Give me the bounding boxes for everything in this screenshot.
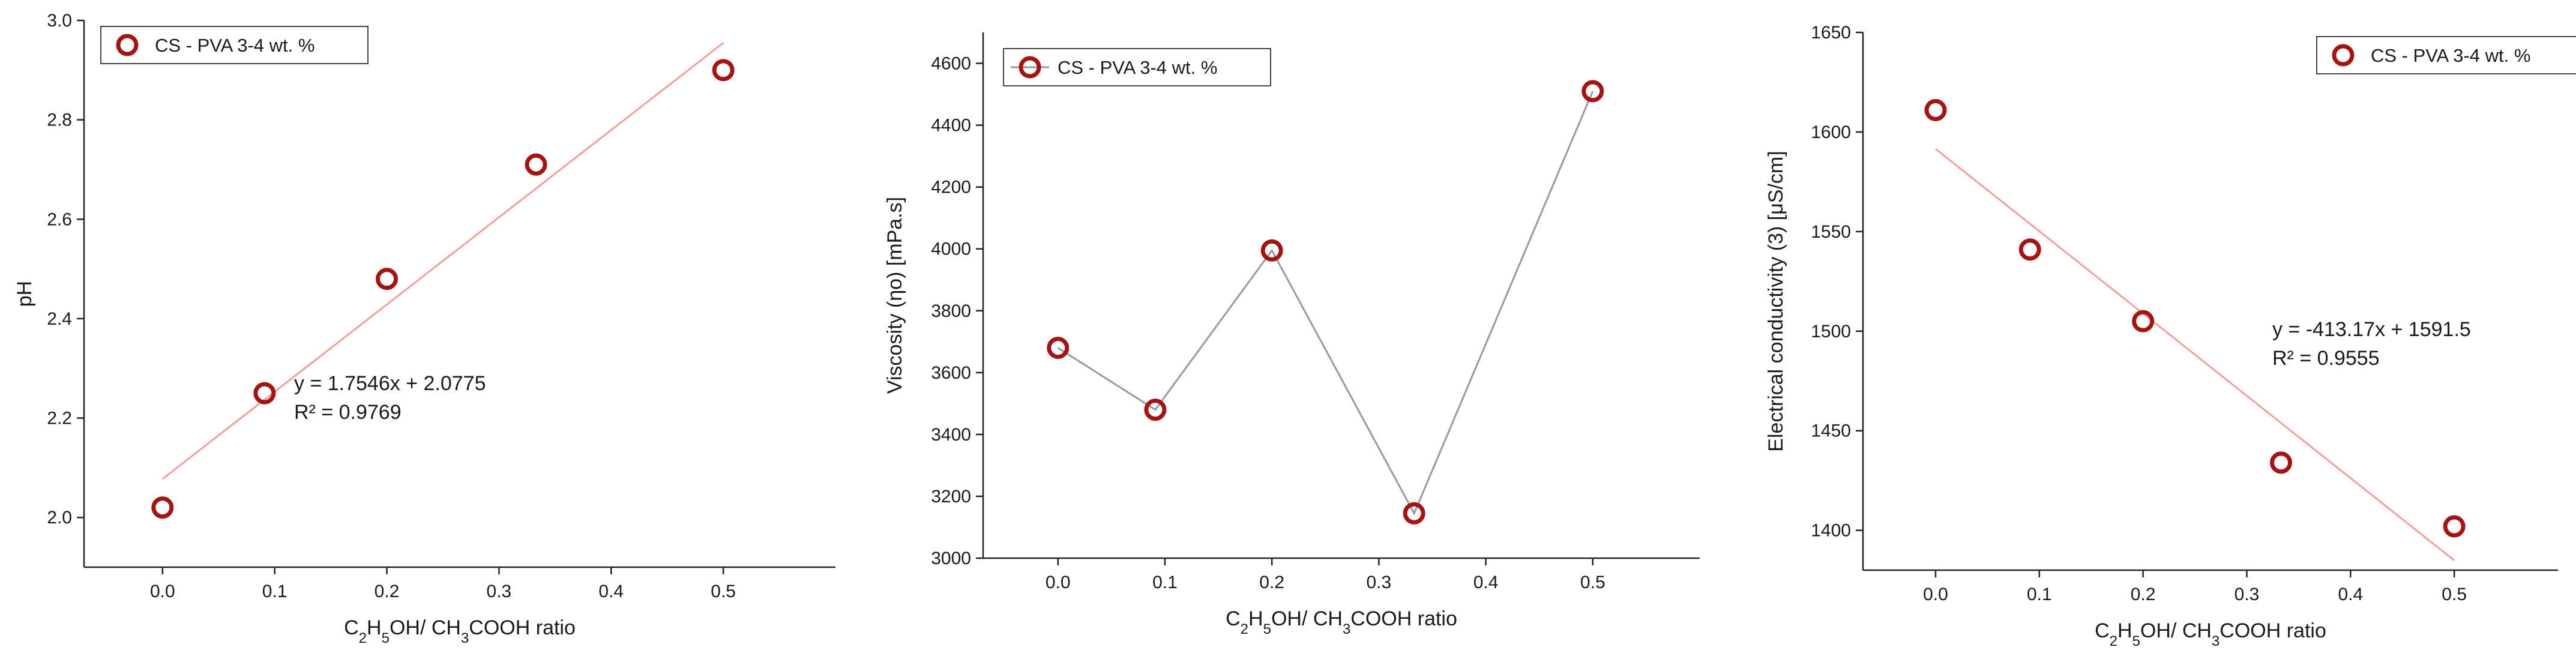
y-tick-label: 2.2 [47,409,72,429]
y-tick-label: 4600 [931,54,971,74]
x-tick-label: 0.2 [375,582,400,601]
x-tick-label: 0.1 [2027,585,2052,604]
legend-marker [1019,56,1041,79]
y-axis-title: pH [13,281,36,307]
fit-equation: y = 1.7546x + 2.0775 [294,372,486,395]
data-point [2018,238,2041,261]
x-tick-label: 0.3 [487,582,512,601]
y-tick-label: 1600 [1811,122,1851,142]
x-tick-label: 0.3 [2234,585,2260,604]
data-point [1047,337,1070,360]
x-tick-label: 0.4 [598,582,624,601]
data-point [2443,515,2466,538]
y-tick-label: 4200 [931,178,971,197]
data-point [1403,502,1425,525]
viscosity-chart-svg: 0.0 0.1 0.2 0.3 0.4 0.5 3000 3200 3400 3600 3800 40… [883,32,1700,637]
x-tick-label: 0.3 [1367,573,1392,592]
data-point [376,268,399,290]
y-tick-label: 1500 [1811,322,1851,342]
data-point [712,59,735,82]
x-tick-label: 0.5 [1580,573,1605,592]
conductivity-chart-svg: 0.0 0.1 0.2 0.3 0.4 0.5 1400 1450 1500 1550 1600 16… [1765,23,2576,649]
fit-r-squared: R² = 0.9769 [294,401,402,424]
x-tick-label: 0.0 [1923,585,1948,604]
data-point [151,496,174,519]
fit-equation: y = -413.17x + 1591.5 [2272,318,2471,341]
x-axis-title: C2H5OH/ CH3COOH ratio [344,616,576,646]
x-tick-label: 0.0 [150,582,175,601]
data-point [1144,399,1167,421]
y-tick-label: 4400 [931,116,971,136]
y-tick-label: 2.4 [47,309,72,329]
fit-r-squared: R² = 0.9555 [2272,347,2380,370]
x-tick-label: 0.0 [1046,573,1071,592]
data-point [1581,80,1604,103]
y-tick-label: 1400 [1811,521,1851,541]
data-point [1260,239,1283,262]
legend-label: CS - PVA 3-4 wt. % [2371,45,2530,66]
y-axis-title: Viscosity (ηο) [mPa.s] [883,197,906,394]
ph-chart: 0.0 0.1 0.2 0.3 0.4 0.5 2.0 2.2 2.4 2.6 2.8 3.0 C2H5… [0,0,852,662]
trend-line [1935,148,2455,561]
legend-marker [2332,44,2355,67]
x-tick-label: 0.1 [262,582,287,601]
y-tick-label: 3000 [931,549,971,568]
data-point [1924,98,1947,121]
viscosity-chart: 0.0 0.1 0.2 0.3 0.4 0.5 3000 3200 3400 3600 3800 40… [864,0,1717,662]
y-tick-label: 3400 [931,425,971,445]
data-point [253,382,276,405]
legend-marker [116,34,139,56]
y-tick-label: 3800 [931,301,971,321]
x-axis-title: C2H5OH/ CH3COOH ratio [2095,619,2326,649]
x-tick-label: 0.2 [2131,585,2156,604]
y-tick-label: 2.6 [47,209,72,229]
x-tick-label: 0.4 [2338,585,2363,604]
legend-box [2316,36,2576,74]
x-tick-label: 0.5 [2442,585,2467,604]
x-tick-label: 0.1 [1152,573,1178,592]
data-point [2132,310,2155,333]
y-tick-label: 2.8 [47,110,72,130]
y-tick-label: 4000 [931,239,971,259]
legend-label: CS - PVA 3-4 wt. % [155,35,314,56]
series-line [1057,91,1594,516]
trend-line [161,42,724,480]
legend-label: CS - PVA 3-4 wt. % [1058,57,1217,78]
y-tick-label: 1550 [1811,222,1851,242]
y-tick-label: 3600 [931,363,971,383]
data-point [2270,451,2293,474]
x-tick-label: 0.4 [1473,573,1499,592]
y-axis-title: Electrical conductivity (3) [μS/cm] [1765,151,1787,451]
legend-box [100,26,369,64]
y-tick-label: 2.0 [47,508,72,528]
y-tick-label: 3.0 [47,11,72,31]
ph-chart-svg: 0.0 0.1 0.2 0.3 0.4 0.5 2.0 2.2 2.4 2.6 2.8 3.0 C2H5… [13,11,835,646]
x-tick-label: 0.5 [711,582,736,601]
x-axis-title: C2H5OH/ CH3COOH ratio [1226,607,1457,637]
x-tick-label: 0.2 [1259,573,1284,592]
y-tick-label: 1650 [1811,23,1851,43]
conductivity-chart: 0.0 0.1 0.2 0.3 0.4 0.5 1400 1450 1500 1550 1600 16… [1729,0,2576,662]
y-tick-label: 1450 [1811,421,1851,441]
y-tick-label: 3200 [931,487,971,507]
data-point [525,153,547,176]
